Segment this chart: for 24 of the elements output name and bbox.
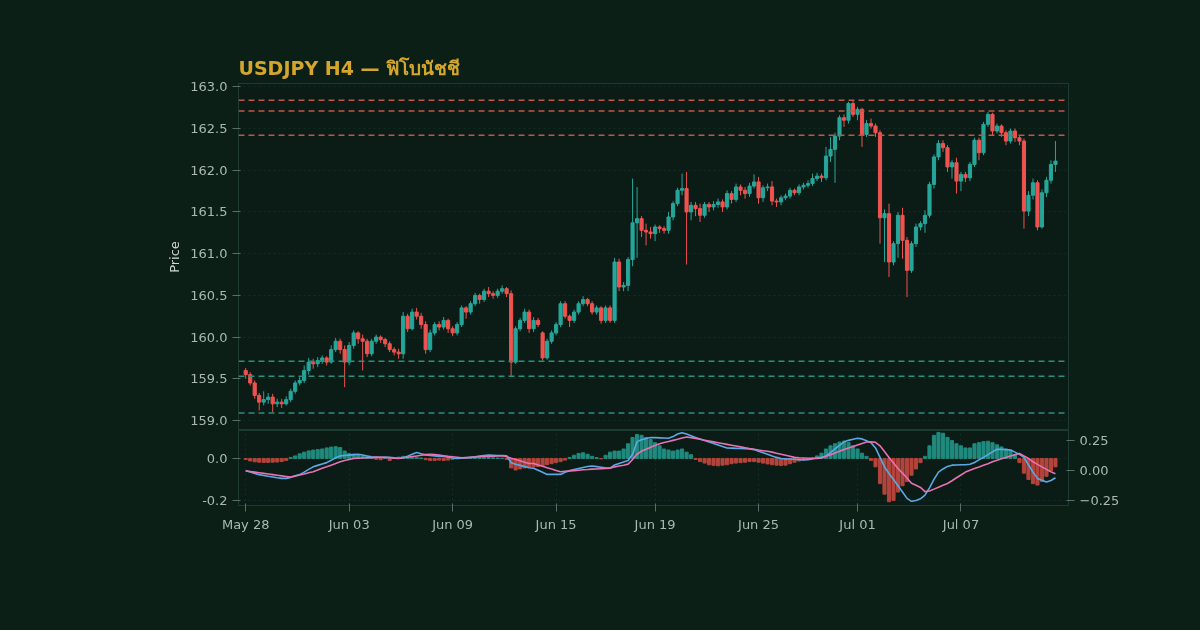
y-tick-label: 163.0 [190, 79, 228, 95]
x-tick-label: Jul 07 [941, 516, 980, 532]
x-tick-label: Jun 19 [633, 516, 676, 532]
x-tick-label: Jun 03 [327, 516, 370, 532]
y-tick-label: 160.0 [190, 329, 228, 345]
y-tick-label: 161.5 [190, 204, 228, 220]
y-tick-label: 161.0 [190, 246, 228, 262]
y-tick-label: 160.5 [190, 287, 228, 303]
x-tick-label: Jun 25 [737, 516, 780, 532]
y-tick-label: 162.0 [190, 162, 228, 178]
y2-tick-label: −0.25 [1079, 492, 1120, 508]
chart-title: USDJPY H4 — ฟิโบนัชชี [238, 56, 461, 79]
x-tick-label: Jun 09 [431, 516, 474, 532]
y-tick-label: 0.0 [206, 450, 228, 466]
y-axis-title: Price [167, 241, 183, 273]
y-tick-label: 162.5 [190, 121, 228, 137]
y-tick-label: 159.0 [190, 412, 228, 428]
y2-tick-label: 0.00 [1079, 462, 1109, 478]
y-tick-label: -0.2 [202, 492, 228, 508]
x-tick-label: Jun 15 [534, 516, 577, 532]
x-tick-label: May 28 [221, 516, 270, 532]
x-tick-label: Jul 01 [838, 516, 876, 532]
y2-tick-label: 0.25 [1079, 432, 1109, 448]
y-tick-label: 159.5 [190, 371, 228, 387]
